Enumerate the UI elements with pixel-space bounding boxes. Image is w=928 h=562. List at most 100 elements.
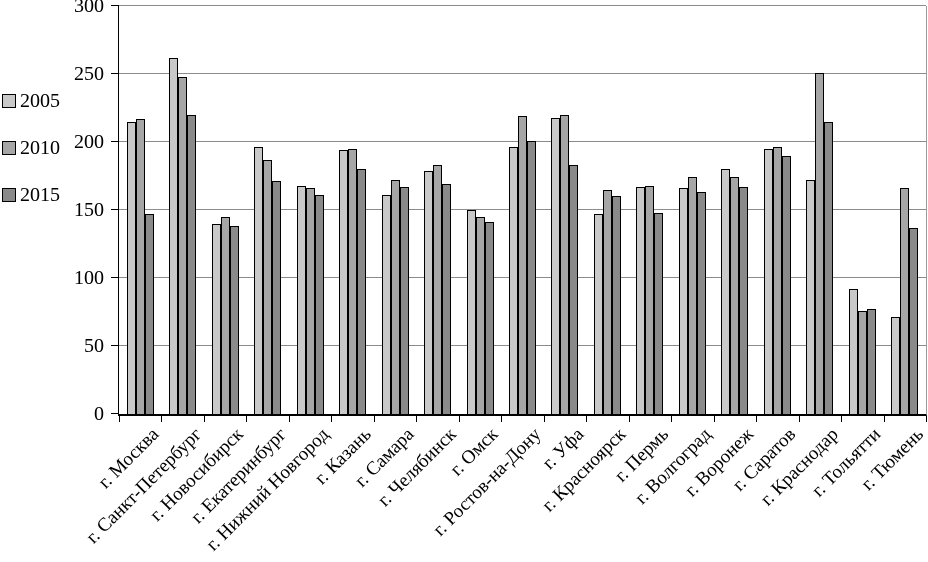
x-axis-tick	[799, 416, 800, 422]
x-axis-tick	[161, 416, 162, 422]
legend-swatch-2015	[2, 188, 16, 202]
x-axis-tick	[756, 416, 757, 422]
y-axis-tick	[111, 413, 119, 414]
x-axis-tick	[586, 416, 587, 422]
bar-2010	[730, 177, 740, 414]
y-axis-tick	[111, 209, 119, 210]
x-axis-tick	[204, 416, 205, 422]
bar-2010	[517, 116, 527, 414]
bar-2010	[900, 188, 910, 414]
bar-group-3	[204, 6, 246, 414]
bar-2015	[357, 169, 367, 414]
bar-group-11	[544, 6, 586, 414]
y-axis-tick-label: 250	[74, 63, 104, 85]
bar-2015	[569, 165, 579, 414]
bar-2010	[815, 73, 825, 414]
bar-2005	[806, 180, 816, 414]
bar-2010	[433, 165, 443, 414]
bar-2005	[593, 214, 603, 414]
bar-2005	[508, 147, 518, 414]
x-axis-tick	[289, 416, 290, 422]
bar-2005	[678, 188, 688, 414]
y-axis-tick-label: 100	[74, 267, 104, 289]
bar-2015	[272, 181, 282, 414]
y-axis-tick-label: 200	[74, 131, 104, 153]
bar-group-13	[629, 6, 671, 414]
y-axis-tick	[111, 5, 119, 6]
x-axis-tick	[629, 416, 630, 422]
bar-2010	[602, 190, 612, 414]
bar-2015	[314, 195, 324, 414]
bar-2015	[866, 309, 876, 414]
bar-group-12	[586, 6, 628, 414]
bar-2005	[636, 187, 646, 414]
bar-2015	[611, 196, 621, 414]
bar-2015	[399, 187, 409, 414]
bar-2005	[254, 147, 264, 414]
y-axis-tick	[111, 141, 119, 142]
bar-2005	[381, 195, 391, 414]
bar-2005	[891, 317, 901, 414]
legend-item-2010: 2010	[2, 137, 60, 159]
bar-group-10	[501, 6, 543, 414]
y-axis-tick-label: 50	[84, 335, 104, 357]
bar-group-18	[841, 6, 883, 414]
legend-item-2005: 2005	[2, 90, 60, 112]
bar-2010	[135, 119, 145, 414]
gridline-300	[119, 5, 926, 6]
bar-2005	[211, 224, 221, 414]
gridline-250	[119, 73, 926, 74]
legend-swatch-2010	[2, 141, 16, 155]
x-axis-tick	[884, 416, 885, 422]
bar-group-9	[459, 6, 501, 414]
bar-2015	[781, 156, 791, 414]
y-axis-tick-label: 150	[74, 199, 104, 221]
bar-group-1	[119, 6, 161, 414]
legend-label-2010: 2010	[20, 137, 60, 159]
bar-group-2	[161, 6, 203, 414]
y-axis-tick	[111, 73, 119, 74]
x-axis-tick	[416, 416, 417, 422]
bar-2005	[721, 169, 731, 414]
bar-2010	[560, 115, 570, 414]
bar-2005	[551, 118, 561, 414]
bar-2015	[696, 192, 706, 414]
bar-2015	[526, 141, 536, 414]
bar-2010	[263, 160, 273, 414]
bar-2010	[348, 149, 358, 414]
bar-group-15	[714, 6, 756, 414]
bar-2005	[848, 289, 858, 414]
bar-2010	[687, 177, 697, 414]
bar-group-16	[756, 6, 798, 414]
bar-2015	[909, 228, 919, 414]
bar-2010	[475, 217, 485, 414]
y-axis-tick	[111, 277, 119, 278]
bar-group-8	[416, 6, 458, 414]
y-axis-tick	[111, 345, 119, 346]
bar-2010	[220, 217, 230, 414]
bar-2015	[739, 187, 749, 414]
bar-2010	[645, 186, 655, 414]
x-axis-tick	[374, 416, 375, 422]
bar-2015	[824, 122, 834, 414]
bar-2005	[169, 58, 179, 414]
bar-2005	[296, 186, 306, 414]
y-axis-tick-label: 0	[94, 403, 104, 425]
bar-2010	[772, 147, 782, 414]
x-axis-tick	[714, 416, 715, 422]
legend-item-2015: 2015	[2, 184, 60, 206]
bar-2015	[484, 222, 494, 414]
x-axis-tick	[544, 416, 545, 422]
bar-2015	[144, 214, 154, 414]
bar-2010	[857, 311, 867, 414]
legend-label-2005: 2005	[20, 90, 60, 112]
legend-swatch-2005	[2, 94, 16, 108]
bar-2015	[187, 115, 197, 414]
bar-2005	[424, 171, 434, 414]
bar-2015	[654, 213, 664, 414]
bar-group-4	[246, 6, 288, 414]
bar-2010	[305, 188, 315, 414]
bar-2015	[229, 226, 239, 414]
plot-area	[111, 5, 927, 422]
